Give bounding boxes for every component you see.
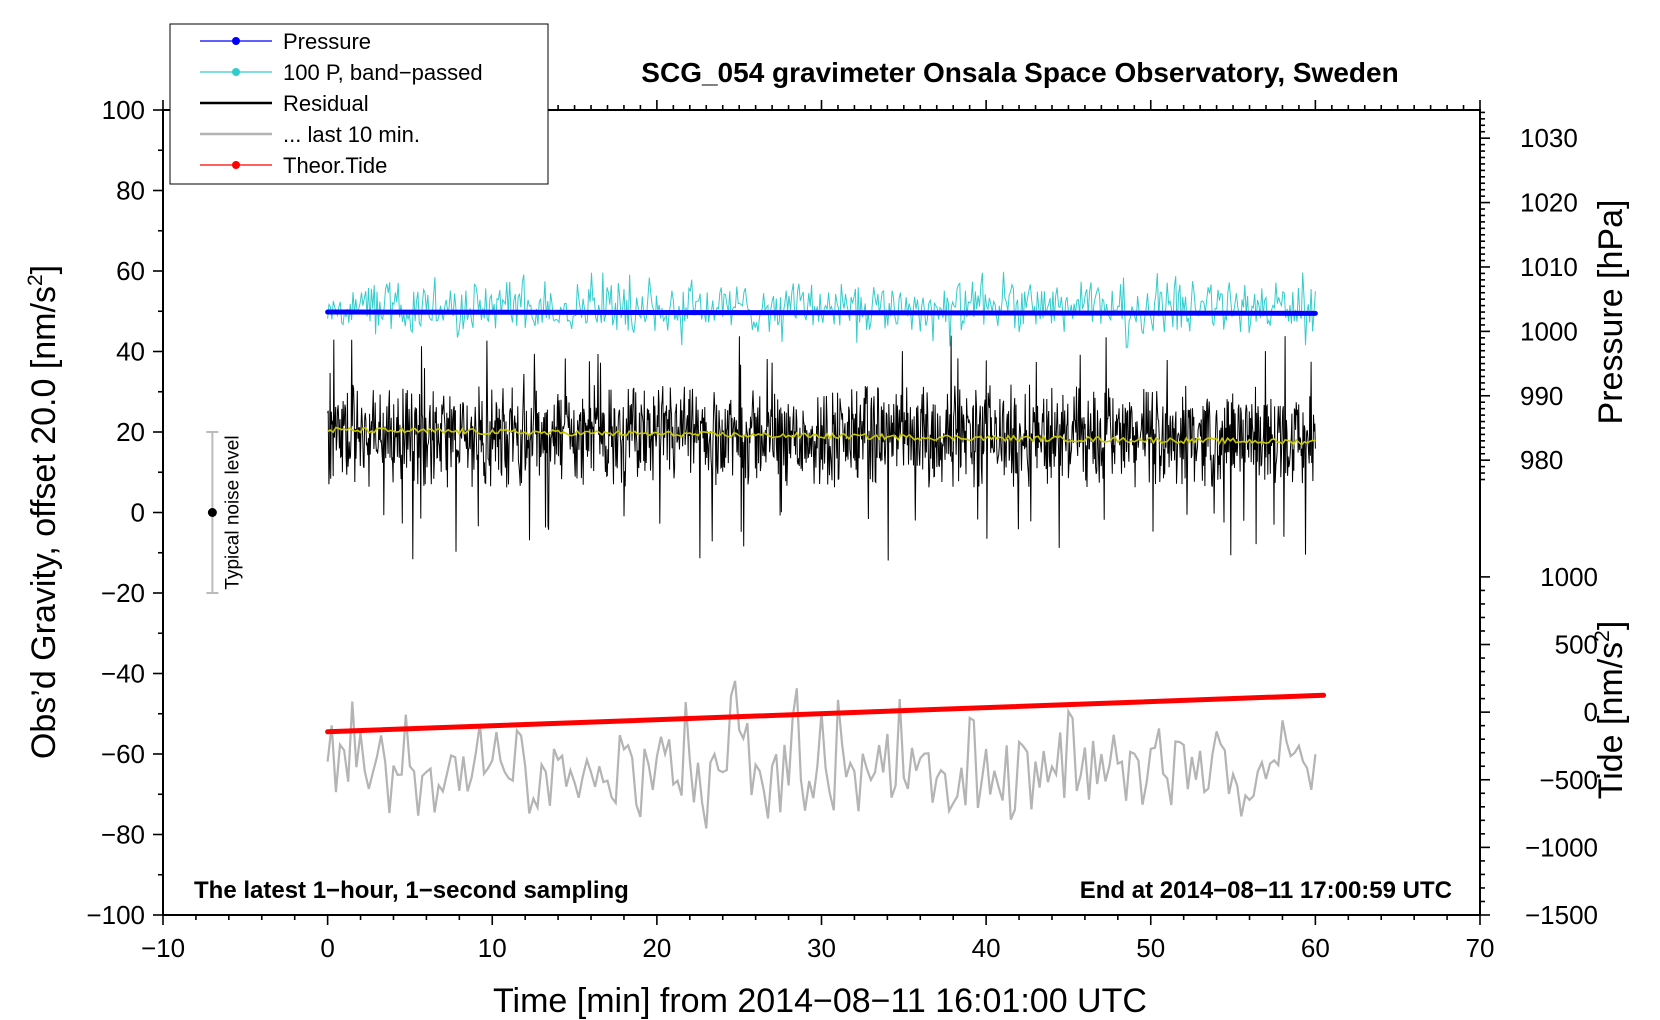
legend-marker [232, 37, 240, 45]
x-tick-label: 0 [320, 933, 334, 963]
noise-bar-center [207, 508, 217, 517]
y-axis-ticks: −100 −80 −60 −40 −20 0 20 40 60 80 100 [86, 95, 163, 930]
y-tick-label: 20 [116, 417, 145, 447]
chart-title: SCG_054 gravimeter Onsala Space Observat… [641, 57, 1398, 88]
x-tick-label: 20 [642, 933, 671, 963]
tide-axis-label-text: Tide [nm/s [1592, 642, 1630, 799]
x-tick-label: 50 [1136, 933, 1165, 963]
y-tick-label: −100 [86, 900, 145, 930]
noise-bar-label: Typical noise level [222, 435, 243, 589]
legend-marker [232, 68, 240, 76]
series-pressure [325, 309, 1318, 316]
x-axis-label: Time [min] from 2014−08−11 16:01:00 UTC [493, 982, 1147, 1020]
legend-label: 100 P, band−passed [283, 60, 483, 85]
tide-tick-label: −1500 [1525, 900, 1598, 930]
legend: Pressure 100 P, band−passed Residual ... la… [169, 23, 549, 185]
series-residual [327, 335, 1316, 561]
legend-marker [232, 161, 240, 169]
y-tick-label: −40 [101, 659, 145, 689]
x-axis-ticks: −10 0 10 20 30 40 50 60 70 [141, 100, 1495, 963]
y-tick-label: 60 [116, 256, 145, 286]
legend-label: Residual [283, 91, 369, 116]
y-axis-label-text: Obs’d Gravity, offset 20.0 [nm/s [25, 286, 63, 759]
pressure-tick-label: 1020 [1520, 188, 1578, 218]
y-tick-label: 40 [116, 337, 145, 367]
y-axis-label-sup: 2 [24, 274, 47, 286]
tide-tick-label: 1000 [1540, 562, 1598, 592]
x-tick-label: 10 [478, 933, 507, 963]
annotation-sampling: The latest 1−hour, 1−second sampling [194, 877, 629, 904]
pressure-tick-label: 1000 [1520, 316, 1578, 346]
y-axis-label: Obs’d Gravity, offset 20.0 [nm/s2] [24, 265, 63, 759]
tide-tick-label: −1000 [1525, 832, 1598, 862]
series-band-passed-pressure [327, 271, 1316, 349]
pressure-axis-ticks: 980 990 1000 1010 1020 1030 [1480, 111, 1578, 481]
tide-axis-label-end: ] [1592, 621, 1630, 630]
plot-frame [162, 109, 1481, 916]
pressure-tick-label: 1030 [1520, 123, 1578, 153]
x-tick-label: 60 [1301, 933, 1330, 963]
tide-axis-ticks: −1500 −1000 −500 0 500 1000 [1480, 562, 1598, 930]
pressure-tick-label: 1010 [1520, 252, 1578, 282]
annotation-end-time: End at 2014−08−11 17:00:59 UTC [1080, 877, 1452, 904]
x-tick-label: 40 [972, 933, 1001, 963]
x-tick-label: 30 [807, 933, 836, 963]
y-tick-label: 0 [131, 498, 145, 528]
x-tick-label: 70 [1466, 933, 1495, 963]
series-residual-mean [327, 426, 1316, 446]
tide-axis-label: Tide [nm/s2] [1591, 621, 1630, 800]
legend-label: Pressure [283, 29, 371, 54]
y-axis-label-end: ] [25, 265, 63, 274]
pressure-axis-label: Pressure [hPa] [1592, 200, 1630, 425]
y-tick-label: −20 [101, 578, 145, 608]
pressure-tick-label: 990 [1520, 381, 1563, 411]
noise-bar [206, 431, 219, 594]
series-theoretical-tide [325, 692, 1327, 735]
chart-series [325, 271, 1327, 829]
tide-tick-label: 0 [1584, 697, 1598, 727]
legend-label: Theor.Tide [283, 153, 387, 178]
y-tick-label: −80 [101, 820, 145, 850]
x-tick-label: −10 [141, 933, 185, 963]
y-tick-label: 100 [102, 95, 145, 125]
tide-tick-label: 500 [1555, 630, 1598, 660]
y-tick-label: −60 [101, 739, 145, 769]
tide-axis-label-sup: 2 [1591, 630, 1614, 642]
y-tick-label: 80 [116, 176, 145, 206]
legend-label: ... last 10 min. [283, 122, 420, 147]
tide-tick-label: −500 [1539, 765, 1598, 795]
pressure-tick-label: 980 [1520, 445, 1563, 475]
